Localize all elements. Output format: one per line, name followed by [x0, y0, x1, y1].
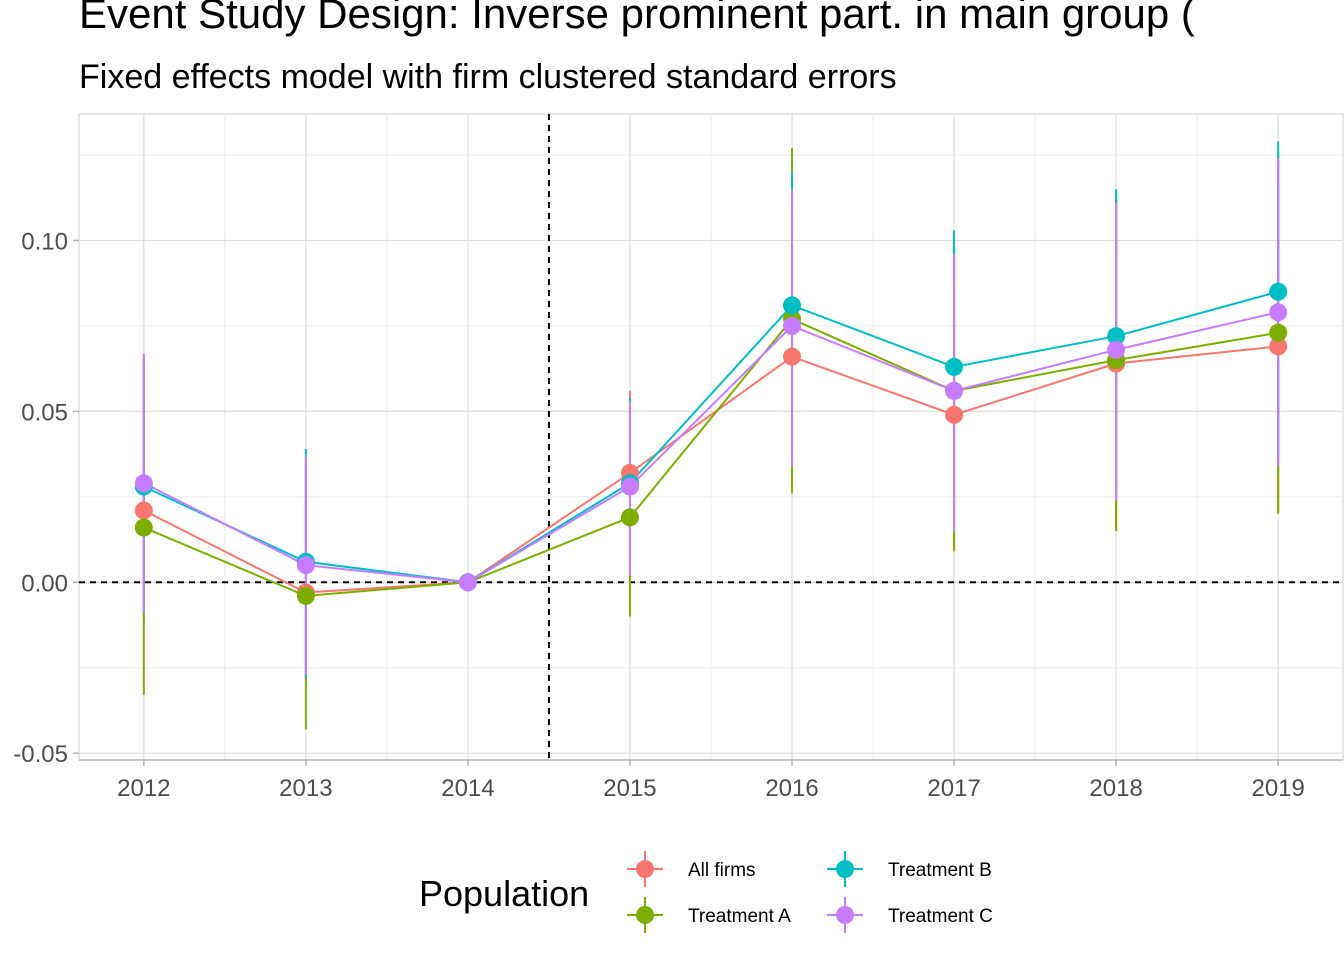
data-point [945, 381, 964, 400]
data-point [1269, 303, 1288, 322]
y-tick-label: -0.05 [13, 741, 68, 768]
series-lines [143, 290, 1279, 597]
data-point [945, 405, 964, 424]
y-tick-label: 0.00 [21, 570, 68, 597]
grid-layer [78, 113, 1344, 761]
x-tick-label: 2016 [765, 775, 818, 802]
legend: Population All firms Treatment A Treatment … [419, 851, 993, 933]
data-point [296, 586, 315, 605]
chart-subtitle: Fixed effects model with firm clustered … [79, 58, 897, 96]
data-point [1269, 337, 1288, 356]
series-line [143, 317, 1279, 597]
data-point [296, 556, 315, 575]
data-point [458, 573, 477, 592]
legend-item: Treatment A [627, 897, 791, 933]
data-point [134, 501, 153, 520]
data-point [945, 357, 964, 376]
legend-key-point [836, 906, 854, 924]
x-tick-label: 2014 [441, 775, 494, 802]
legend-key-point [636, 906, 654, 924]
legend-label: Treatment B [888, 860, 992, 881]
series-line [143, 345, 1279, 594]
reference-lines [79, 114, 1343, 760]
x-tick-label: 2019 [1251, 775, 1304, 802]
y-tick-label: 0.05 [21, 399, 68, 426]
legend-item: Treatment C [827, 897, 993, 933]
x-tick-label: 2015 [603, 775, 656, 802]
legend-key-point [636, 860, 654, 878]
data-point [134, 518, 153, 537]
legend-item: Treatment B [827, 851, 992, 887]
series-points [134, 282, 1288, 605]
legend-title: Population [419, 873, 589, 914]
chart-title: Event Study Design: Inverse prominent pa… [79, 0, 1195, 37]
axes: 2012 2013 2014 2015 2016 2017 2018 2019 -0.05 0.0… [13, 228, 1343, 802]
x-tick-label: 2013 [279, 775, 332, 802]
x-tick-label: 2018 [1089, 775, 1142, 802]
series-line [143, 290, 1279, 584]
legend-label: Treatment C [888, 906, 993, 927]
x-tick-label: 2012 [117, 775, 170, 802]
legend-item: All firms [627, 851, 756, 887]
legend-label: All firms [688, 860, 756, 881]
series-line [143, 311, 1279, 584]
data-point [783, 296, 802, 315]
data-point [620, 508, 639, 527]
data-point [1269, 323, 1288, 342]
data-point [1269, 282, 1288, 301]
data-point [134, 474, 153, 493]
data-point [1107, 340, 1126, 359]
data-point [783, 316, 802, 335]
data-point [783, 347, 802, 366]
x-tick-label: 2017 [927, 775, 980, 802]
legend-label: Treatment A [688, 906, 791, 927]
legend-key-point [836, 860, 854, 878]
data-point [1107, 327, 1126, 346]
data-point [620, 477, 639, 496]
y-tick-label: 0.10 [21, 228, 68, 255]
